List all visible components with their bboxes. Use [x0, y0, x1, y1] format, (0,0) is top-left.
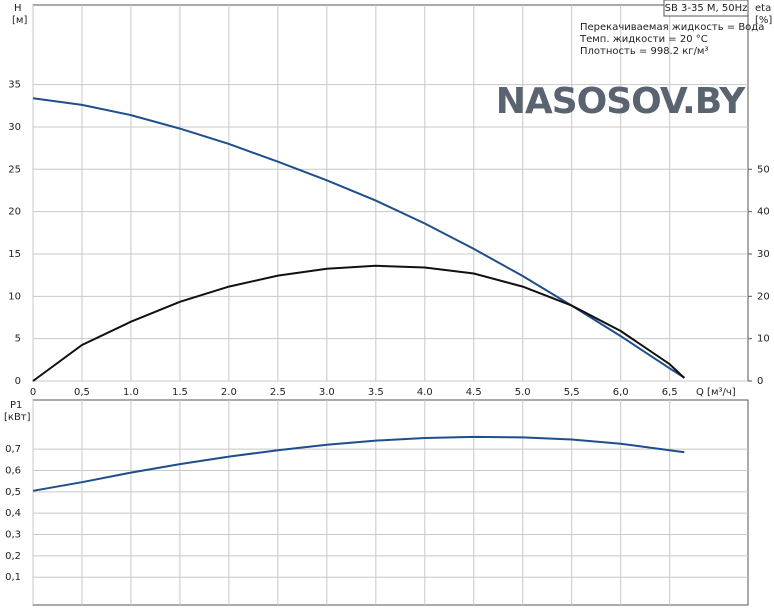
- grid: [32, 4, 749, 606]
- y-unit: [кВт]: [4, 412, 31, 423]
- x-tick-label: 0,5: [74, 387, 90, 398]
- y-tick-label: 0,3: [5, 530, 21, 541]
- logo: NASOSOV.BY: [496, 81, 746, 122]
- y-tick-label: 0,2: [5, 551, 21, 562]
- x-tick-label: 2.0: [221, 387, 237, 398]
- y-tick-label: 5: [15, 334, 21, 345]
- y2-tick-label: 20: [757, 291, 770, 302]
- x-tick-label: 6,5: [662, 387, 678, 398]
- plot-frame: [32, 399, 749, 606]
- y-tick-label: 10: [8, 291, 21, 302]
- y-tick-label: 25: [8, 164, 21, 175]
- y2-tick-label: 50: [757, 164, 770, 175]
- y-tick-label: 0,4: [5, 508, 21, 519]
- x-tick-label: 1.5: [172, 387, 188, 398]
- y-tick-label: 0: [15, 376, 21, 387]
- y-tick-label: 30: [8, 122, 21, 133]
- y2-tick-label: 10: [757, 334, 770, 345]
- plot-frame: [32, 4, 749, 382]
- y2-label: eta: [755, 3, 771, 14]
- y-tick-label: 20: [8, 207, 21, 218]
- annotation: Темп. жидкости = 20 °C: [579, 34, 708, 45]
- annotation: Перекачиваемая жидкость = Вода: [580, 22, 764, 33]
- y-tick-label: 0,1: [5, 572, 21, 583]
- curve: [32, 435, 685, 492]
- x-tick-label: 4.5: [466, 387, 482, 398]
- title-box: [663, 0, 749, 17]
- x-tick-label: 2.5: [270, 387, 286, 398]
- x-tick-label: 1.0: [123, 387, 139, 398]
- x-label: Q [м³/ч]: [696, 387, 736, 398]
- y-tick-label: 15: [8, 249, 21, 260]
- y-label: P1: [10, 400, 22, 411]
- x-tick-label: 5.0: [515, 387, 531, 398]
- y-tick-label: 35: [8, 80, 21, 91]
- y-unit: [м]: [12, 15, 27, 26]
- y2-unit: [%]: [755, 15, 772, 26]
- y-tick-label: 0,7: [5, 444, 21, 455]
- x-tick-label: 5,5: [564, 387, 580, 398]
- y-label: H: [14, 3, 22, 14]
- chart-title: SB 3-35 M, 50Hz: [665, 3, 748, 14]
- x-tick-label: 3.0: [319, 387, 335, 398]
- y-tick-label: 0,5: [5, 487, 21, 498]
- curve: [32, 264, 685, 382]
- y-tick-label: 0,6: [5, 465, 21, 476]
- y2-tick-label: 40: [757, 207, 770, 218]
- marks: [32, 97, 685, 492]
- x-tick-label: 6,0: [613, 387, 629, 398]
- y2-tick-label: 30: [757, 249, 770, 260]
- annotation: Плотность = 998.2 кг/м³: [580, 46, 709, 57]
- x-tick-label: 0: [30, 387, 36, 398]
- x-tick-label: 4.0: [417, 387, 433, 398]
- curve: [32, 97, 685, 379]
- y2-tick-label: 0: [757, 376, 763, 387]
- x-tick-label: 3.5: [368, 387, 384, 398]
